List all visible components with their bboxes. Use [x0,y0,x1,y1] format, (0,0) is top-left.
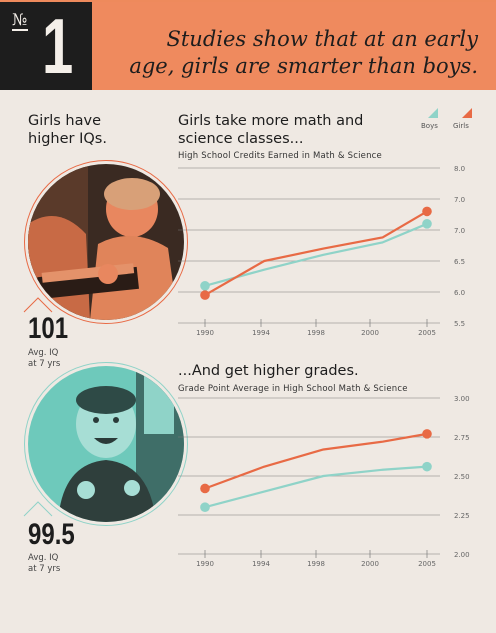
girl-iq-label-1: Avg. IQ [28,348,59,358]
header: № 1 Studies show that at an early age, g… [0,2,496,90]
chart2-x-tick-label: 1998 [307,560,325,568]
chart1-point-girls-end [422,206,432,217]
chart2-x-tick-label: 1994 [252,560,270,568]
chart1-y-tick-label: 6.0 [454,289,465,297]
iq-title: Girls have higher IQs. [28,112,107,148]
chart2-title: ...And get higher grades. [178,363,359,379]
chart1-title-line-1: Girls take more math and [178,113,364,129]
headline-line-1: Studies show that at an early [166,27,478,51]
chart2-y-tick-label: 2.75 [454,434,470,442]
boy-iq-label-2: at 7 yrs [28,564,61,574]
chart2-x-tick-label: 2005 [418,560,436,568]
boy-photo-ring [24,362,188,526]
legend-girls-marker [462,108,472,118]
chart2-point-girls-start [200,483,210,494]
chart1-y-tick-label: 7.0 [454,227,465,235]
girl-photo [28,164,184,320]
top-accent-line [0,0,496,2]
chart2-y-tick-label: 2.25 [454,512,470,520]
chart1-line-boys [204,222,428,287]
chart1-subtitle: High School Credits Earned in Math & Sci… [178,151,382,161]
iq-title-line-1: Girls have [28,113,101,129]
girl-callout-pointer [23,297,53,313]
chart1-title: Girls take more math and science classes… [178,112,363,148]
boy-iq-value: 99.5 [28,518,75,551]
legend-girls-label: Girls [453,122,469,130]
chart1-point-boys-end [422,219,432,229]
boy-photo [28,366,184,522]
number-badge: № 1 [0,2,92,90]
chart2-y-tick-label: 2.00 [454,551,470,559]
chart1-x-tick-label: 2005 [418,329,436,337]
chart1-point-girls-start [200,290,210,300]
headline-banner: Studies show that at an early age, girls… [92,2,496,90]
chart2-y-tick-label: 3.00 [454,395,470,403]
boy-photo-illustration [28,366,184,522]
chart1-title-line-2: science classes... [178,131,304,147]
chart1-point-boys-start [200,281,210,291]
boy-iq-label: Avg. IQ at 7 yrs [28,553,60,575]
girl-iq-value: 101 [28,312,69,345]
chart1-y-tick-label: 5.5 [454,320,465,328]
headline-line-2: age, girls are smarter than boys. [129,54,478,78]
chart2-point-girls-end [422,429,432,439]
chart1-x-tick-label: 1994 [252,329,270,337]
chart2-x-tick-label: 1990 [196,560,214,568]
legend-boys-marker [428,108,438,118]
chart2-subtitle: Grade Point Average in High School Math … [178,384,408,394]
chart1-line-girls [204,210,428,297]
chart1-y-tick-label: 6.5 [454,258,465,266]
chart2-x-tick-label: 2000 [361,560,379,568]
legend-boys-label: Boys [421,122,438,130]
chart2-line-girls [204,432,428,490]
chart1-y-tick-label: 7.0 [454,196,465,204]
chart1-x-tick-label: 1990 [196,329,214,337]
boy-callout-pointer [23,501,53,517]
girl-photo-illustration [28,164,184,320]
boy-iq-label-1: Avg. IQ [28,553,59,563]
chart2-point-boys-end [422,461,432,472]
badge-no: № [12,10,29,31]
girl-photo-ring [24,160,188,324]
chart2-point-boys-start [200,502,210,512]
iq-title-line-2: higher IQs. [28,131,107,147]
headline: Studies show that at an early age, girls… [129,26,478,80]
badge-number: 1 [42,2,74,90]
girl-iq-label: Avg. IQ at 7 yrs [28,348,60,370]
chart1-x-tick-label: 1998 [307,329,325,337]
chart1-y-tick-label: 8.0 [454,165,465,173]
chart2-line-boys [204,465,428,509]
chart2-y-tick-label: 2.50 [454,473,470,481]
girl-iq-label-2: at 7 yrs [28,359,61,369]
chart1-x-tick-label: 2000 [361,329,379,337]
